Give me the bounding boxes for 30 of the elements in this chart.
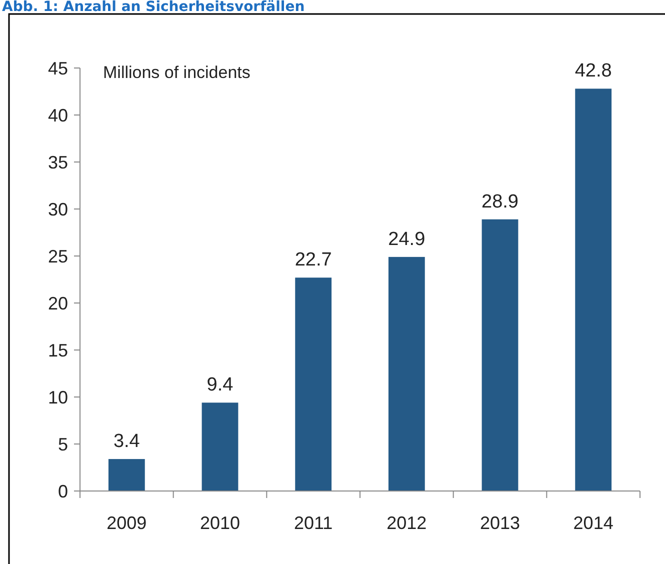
bar xyxy=(482,219,518,491)
y-tick-label: 20 xyxy=(48,293,68,314)
y-tick-label: 0 xyxy=(58,481,68,502)
y-tick-label: 30 xyxy=(48,199,68,220)
y-axis-title: Millions of incidents xyxy=(103,63,250,82)
bar xyxy=(388,256,425,491)
y-tick-label: 25 xyxy=(48,246,68,266)
data-label: 28.9 xyxy=(482,191,518,212)
y-tick-label: 10 xyxy=(48,387,68,408)
x-tick-label: 2012 xyxy=(386,513,427,533)
x-tick-label: 2011 xyxy=(294,513,333,533)
bar xyxy=(202,402,238,491)
bar xyxy=(575,88,612,491)
x-tick-label: 2014 xyxy=(573,513,614,533)
data-label: 3.4 xyxy=(113,431,140,452)
data-label: 42.8 xyxy=(574,60,612,82)
y-tick-label: 15 xyxy=(48,340,68,360)
data-label: 9.4 xyxy=(206,374,234,396)
x-tick-label: 2009 xyxy=(106,513,147,533)
y-tick-label: 35 xyxy=(48,152,68,172)
chart-title: Abb. 1: Anzahl an Sicherheitsvorfällen xyxy=(2,0,305,15)
x-tick-label: 2010 xyxy=(200,513,240,533)
y-tick-label: 5 xyxy=(58,434,68,454)
bar xyxy=(295,278,332,491)
data-label: 24.9 xyxy=(388,228,426,250)
x-tick-label: 2013 xyxy=(480,513,520,533)
data-label: 22.7 xyxy=(294,250,332,271)
y-tick-label: 45 xyxy=(48,58,68,78)
y-tick-label: 40 xyxy=(48,105,68,126)
bar xyxy=(108,459,145,491)
